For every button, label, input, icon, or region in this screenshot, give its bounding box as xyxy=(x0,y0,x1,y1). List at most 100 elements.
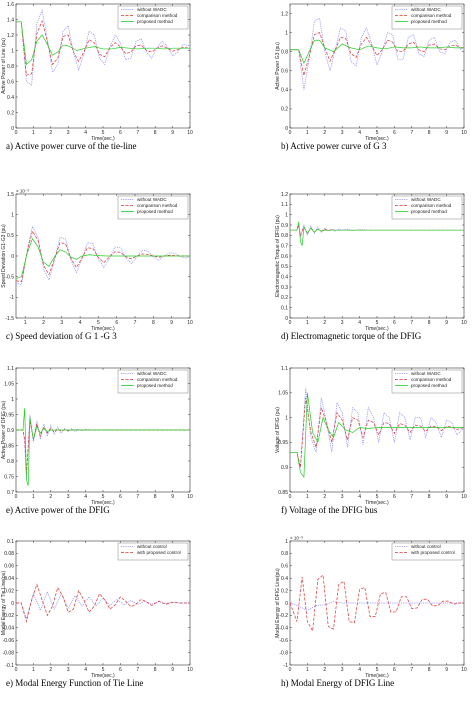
x-tick-label: 9 xyxy=(445,130,448,136)
series-line-3 xyxy=(16,408,190,486)
x-tick-label: 6 xyxy=(393,494,396,500)
y-tick-label: -1.5 xyxy=(5,316,14,322)
legend-label: without WADC xyxy=(411,197,441,202)
x-tick-label: 0 xyxy=(289,130,292,136)
legend-label: comparison method xyxy=(137,377,178,382)
subfigure-caption: a) Active power curve of the tie-line xyxy=(6,141,136,151)
x-tick-label: 0 xyxy=(15,494,18,500)
y-axis-label: Speed Deviation G1-G3 (pu) xyxy=(1,224,7,288)
x-tick-label: 2 xyxy=(323,320,326,326)
x-tick-label: 6 xyxy=(393,667,396,673)
y-tick-label: 0.6 xyxy=(281,69,288,75)
legend-label: comparison method xyxy=(411,13,452,18)
y-tick-label: 0.8 xyxy=(281,233,288,239)
y-tick-label: 0.8 xyxy=(281,49,288,55)
y-tick-label: 0.9 xyxy=(7,428,14,434)
y-tick-label: -0.2 xyxy=(279,613,288,619)
legend-label: without control xyxy=(137,544,167,549)
y-tick-label: 1.4 xyxy=(7,17,14,23)
y-tick-label: 0.85 xyxy=(4,443,14,449)
x-tick-label: 3 xyxy=(67,494,70,500)
x-tick-label: 7 xyxy=(136,667,139,673)
subfigure-caption: d) Electromagnetic torque of the DFIG xyxy=(281,331,422,341)
legend-label: without WADC xyxy=(137,7,167,12)
x-tick-label: 1 xyxy=(32,667,35,673)
x-tick-label: 5 xyxy=(376,494,379,500)
y-tick-label: 1.5 xyxy=(7,192,14,198)
y-tick-label: 0.6 xyxy=(7,79,14,85)
subfigure-caption: b) Active power curve of G 3 xyxy=(281,141,387,151)
series-line-2 xyxy=(289,574,464,633)
y-tick-label: 0.9 xyxy=(281,223,288,229)
y-axis-label: Active Power of DFIG (pu) xyxy=(1,400,7,459)
y-tick-label: 1 xyxy=(11,48,14,54)
y-tick-label: 0.4 xyxy=(281,88,288,94)
subfigure-caption: h) Modal Energy of DFIG Line xyxy=(281,678,394,688)
x-tick-label: 4 xyxy=(358,130,361,136)
x-tick-label: 10 xyxy=(187,130,193,136)
subfigure-caption: c) Speed deviation of G 1 -G 3 xyxy=(6,331,117,341)
x-tick-label: 6 xyxy=(393,130,396,136)
x-tick-label: 0 xyxy=(289,667,292,673)
legend-box xyxy=(117,5,189,30)
y-tick-label: 0.2 xyxy=(281,295,288,301)
y-tick-label: 0.4 xyxy=(7,95,14,101)
chart-panel-3: 1 2 3 4 5 6 7 8 9 10 -1.5 -1 -0.5 0 0.5 1 1.5× 10⁻³ witho… xyxy=(1,189,193,342)
legend-box xyxy=(391,195,463,220)
y-axis-label: Modal Energy of Tie Line(pu) xyxy=(1,571,7,636)
y-tick-label: 1.1 xyxy=(7,366,14,372)
x-tick-label: 4 xyxy=(84,667,87,673)
y-tick-label: 1.2 xyxy=(281,11,288,17)
x-axis-label: Time(sec.) xyxy=(365,500,389,506)
x-tick-label: 3 xyxy=(67,667,70,673)
x-tick-label: 4 xyxy=(358,667,361,673)
x-axis-label: Time(sec.) xyxy=(91,326,115,332)
chart-panel-1: 0 1 2 3 4 5 6 7 8 9 10 0 0.2 0.4 0.6 0.8 1 1.2 1.4 1.6 witho… xyxy=(1,2,193,151)
y-axis-label: Electromagnetic Torque of DFIG (pu) xyxy=(275,215,281,297)
x-tick-label: 7 xyxy=(410,320,413,326)
x-tick-label: 1 xyxy=(32,130,35,136)
x-tick-label: 2 xyxy=(323,494,326,500)
y-tick-label: 0.06 xyxy=(4,564,14,570)
series-line-1 xyxy=(290,387,465,468)
legend-label: without WADC xyxy=(137,371,167,376)
x-tick-label: 8 xyxy=(428,667,431,673)
legend-label: without WADC xyxy=(411,371,441,376)
series-line-1 xyxy=(290,17,465,90)
x-tick-label: 10 xyxy=(187,667,193,673)
y-tick-label: -0.8 xyxy=(279,650,288,656)
y-tick-label: 1 xyxy=(285,212,288,218)
subfigure-caption: e) Modal Energy Function of Tie Line xyxy=(6,678,143,688)
x-tick-label: 3 xyxy=(341,320,344,326)
legend-box xyxy=(391,369,463,394)
y-tick-label: 1.1 xyxy=(281,202,288,208)
x-tick-label: 10 xyxy=(461,320,467,326)
legend-label: comparison method xyxy=(137,203,178,208)
series-line-2 xyxy=(15,230,190,283)
x-tick-label: 8 xyxy=(154,494,157,500)
x-tick-label: 6 xyxy=(119,130,122,136)
chart-panel-5: 0 1 2 3 4 5 6 7 8 9 10 0.7 0.75 0.8 0.85 0.9 0.95 1 1.05 1.… xyxy=(1,366,193,515)
x-tick-label: 5 xyxy=(102,494,105,500)
series-line-1 xyxy=(16,8,191,87)
y-tick-label: 1 xyxy=(285,30,288,36)
x-tick-label: 9 xyxy=(170,320,173,326)
x-tick-label: 1 xyxy=(306,667,309,673)
y-tick-label: 1.1 xyxy=(281,366,288,372)
x-tick-label: 0 xyxy=(289,320,292,326)
x-tick-label: 5 xyxy=(102,130,105,136)
y-tick-label: 1.05 xyxy=(4,381,14,387)
x-tick-label: 7 xyxy=(136,494,139,500)
x-tick-label: 3 xyxy=(341,667,344,673)
legend-label: proposed method xyxy=(137,19,173,24)
y-axis-label: Active Power G3 (pu) xyxy=(275,42,281,90)
x-tick-label: 3 xyxy=(60,320,63,326)
y-tick-label: 0.6 xyxy=(281,254,288,260)
x-tick-label: 9 xyxy=(445,494,448,500)
x-tick-label: 0 xyxy=(15,130,18,136)
x-tick-label: 2 xyxy=(49,494,52,500)
y-tick-label: -0.4 xyxy=(279,626,288,632)
